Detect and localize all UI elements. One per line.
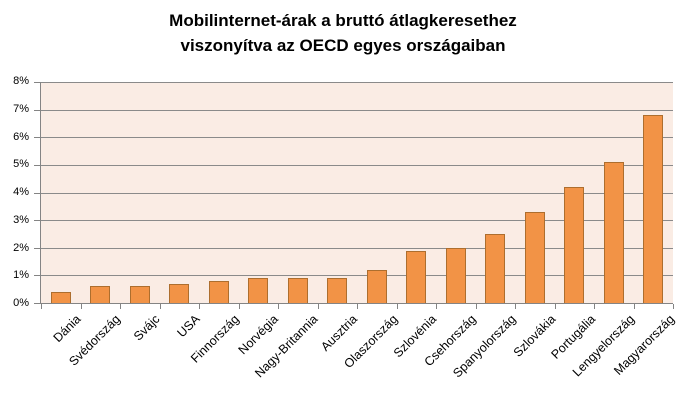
y-axis-tick-label: 0% <box>13 297 29 309</box>
x-tick-mark <box>633 304 635 309</box>
y-tick-mark <box>34 137 40 139</box>
chart-title-line1: Mobilinternet-árak a bruttó átlagkereset… <box>169 11 517 30</box>
y-tick-mark <box>34 220 40 222</box>
bar-12 <box>524 211 545 303</box>
bar-6 <box>287 278 308 303</box>
plot-area <box>34 82 674 309</box>
y-tick-mark <box>34 247 40 249</box>
x-tick-mark <box>199 304 200 309</box>
gridline <box>41 137 673 139</box>
x-tick-mark <box>357 304 358 309</box>
bar-11 <box>485 233 506 303</box>
bar-14 <box>603 162 624 303</box>
bar-0 <box>50 291 71 303</box>
y-tick-mark <box>34 109 40 111</box>
y-tick-mark <box>34 303 40 304</box>
x-tick-mark <box>278 304 279 309</box>
x-tick-mark <box>554 304 556 309</box>
bar-5 <box>248 278 269 303</box>
y-axis-tick-label: 1% <box>13 269 29 282</box>
gridline <box>41 192 673 194</box>
x-tick-mark <box>41 304 42 309</box>
x-tick-mark <box>159 304 161 309</box>
x-tick-mark <box>396 304 398 309</box>
chart-title: Mobilinternet-árak a bruttó átlagkereset… <box>0 8 686 58</box>
bar-8 <box>366 269 387 303</box>
bar-15 <box>643 115 664 303</box>
bar-9 <box>406 250 427 303</box>
y-tick-mark <box>34 275 40 277</box>
gridline <box>41 247 673 249</box>
y-axis-tick-label: 4% <box>13 186 29 198</box>
x-tick-mark <box>475 304 477 309</box>
y-axis-tick-label: 6% <box>13 130 29 143</box>
y-axis-tick-label: 5% <box>13 158 29 171</box>
y-axis-tick-label: 8% <box>13 75 29 87</box>
x-axis-category-label: Svájc <box>131 312 163 344</box>
y-tick-mark <box>34 164 40 166</box>
y-axis-tick-label: 2% <box>13 241 29 254</box>
y-axis-tick-label: 3% <box>13 213 29 226</box>
x-tick-mark <box>120 304 121 309</box>
x-tick-mark <box>673 304 674 309</box>
bar-2 <box>129 286 150 303</box>
gridline <box>41 164 673 166</box>
y-axis: 0% 1% 2% 3% 4% 5% 6% 7% 8% <box>0 75 33 309</box>
gridline <box>41 275 673 277</box>
gridline <box>41 220 673 222</box>
x-tick-mark <box>594 304 595 309</box>
x-axis: Dánia Svédország Svájc USA Finnország Norvégi… <box>40 310 676 402</box>
bar-4 <box>208 280 229 303</box>
bar-13 <box>564 186 585 303</box>
y-tick-mark <box>34 192 40 194</box>
bar-10 <box>445 247 466 303</box>
x-axis-category-label: Dánia <box>50 312 84 346</box>
bar-1 <box>90 286 111 303</box>
bar-7 <box>327 278 348 303</box>
x-tick-mark <box>317 304 319 309</box>
x-tick-mark <box>80 304 82 309</box>
y-axis-tick-label: 7% <box>13 102 29 115</box>
x-tick-mark <box>515 304 516 309</box>
y-tick-mark <box>34 82 40 83</box>
chart-title-line2: viszonyítva az OECD egyes országaiban <box>180 36 506 55</box>
x-axis-category-label: USA <box>174 312 203 341</box>
x-tick-mark <box>436 304 437 309</box>
bar-3 <box>169 283 190 303</box>
gridline <box>41 109 673 111</box>
gridline <box>41 82 673 83</box>
x-tick-mark <box>238 304 240 309</box>
